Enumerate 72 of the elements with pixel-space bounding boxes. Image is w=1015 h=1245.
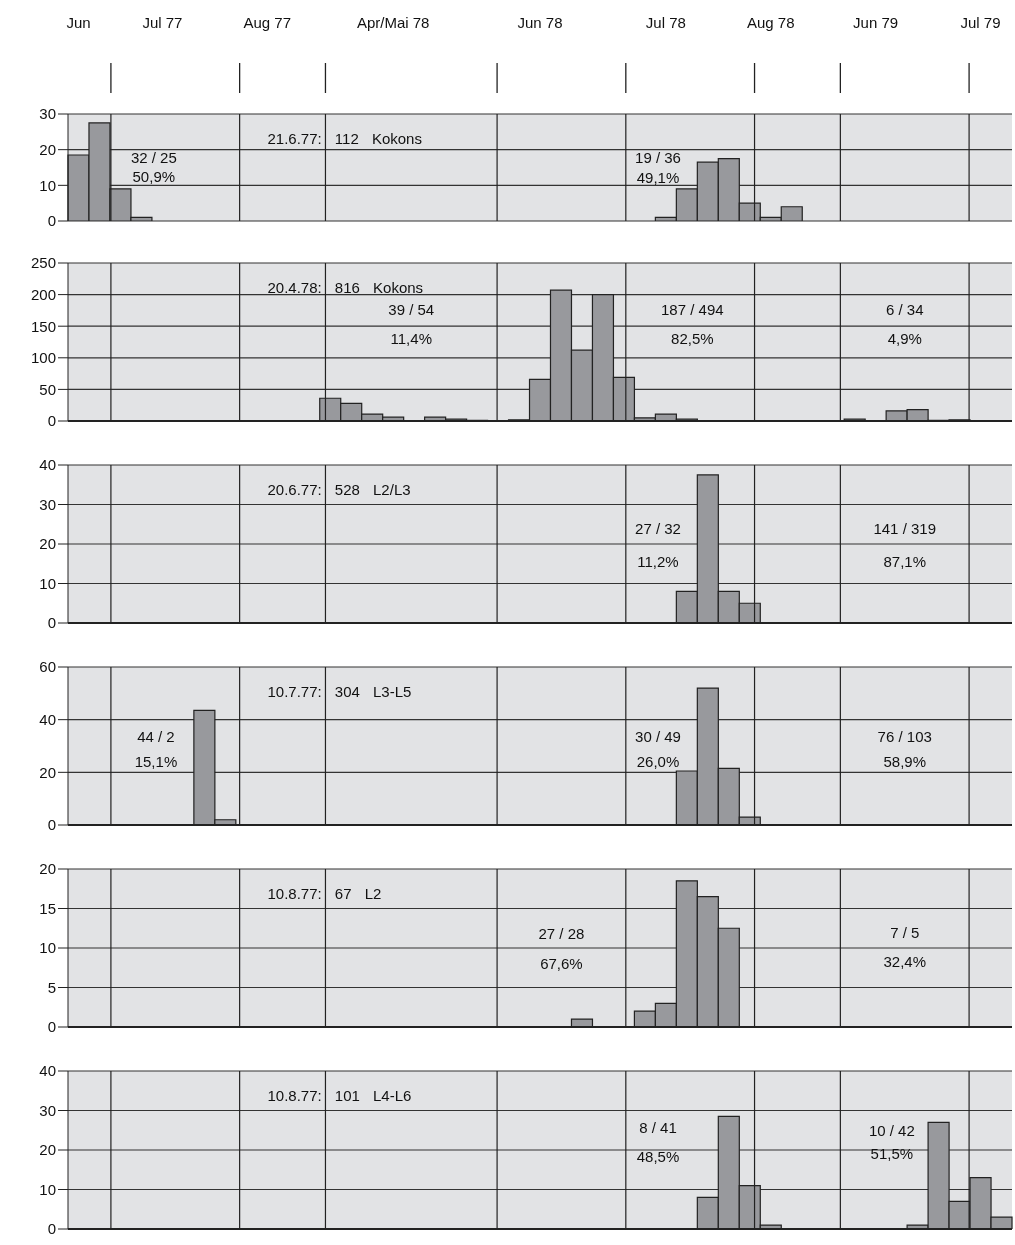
y-tick-label: 100 [30, 349, 56, 367]
annotation: 11,2% [637, 552, 679, 570]
y-tick-label: 30 [39, 1101, 56, 1119]
annotation: 19 / 36 [635, 149, 681, 167]
annotation: 49,1% [636, 168, 680, 186]
y-tick-label: 0 [47, 212, 56, 230]
x-tick-label: Aug 78 [746, 13, 795, 31]
x-tick-label: Aug 77 [243, 13, 292, 31]
text: 10.7.77: 304 L3-L5 [267, 682, 412, 700]
annotation: 27 / 32 [635, 520, 681, 538]
annotation: 7 / 5 [890, 923, 920, 941]
y-tick-label: 200 [30, 285, 56, 303]
x-tick-label: Jul 77 [142, 13, 183, 31]
annotation: 30 / 49 [635, 728, 681, 746]
annotation: 44 / 2 [137, 728, 175, 746]
annotation: 82,5% [671, 330, 714, 348]
y-tick-label: 50 [39, 380, 56, 398]
y-tick-label: 60 [39, 658, 56, 676]
y-tick-label: 150 [30, 317, 56, 335]
y-tick-label: 15 [39, 899, 56, 917]
y-tick-label: 10 [39, 176, 56, 194]
annotation: 87,1% [883, 552, 926, 570]
annotation: 51,5% [870, 1145, 914, 1163]
y-tick-label: 20 [39, 763, 56, 781]
annotation: 58,9% [883, 753, 926, 771]
annotation: 6 / 34 [885, 301, 924, 319]
y-tick-label: 0 [47, 1220, 56, 1238]
y-tick-label: 10 [39, 574, 56, 592]
annotation: 27 / 28 [538, 925, 585, 943]
y-tick-label: 40 [39, 710, 56, 728]
x-tick-label: Apr/Mai 78 [356, 13, 430, 31]
annotation: 141 / 319 [873, 520, 937, 538]
annotation: 4,9% [887, 330, 922, 348]
text: 10.8.77: 101 L4-L6 [267, 1086, 412, 1104]
y-tick-label: 10 [39, 1180, 56, 1198]
annotation: 187 / 494 [661, 301, 724, 319]
y-tick-label: 0 [47, 816, 56, 834]
x-tick-label: Jun 79 [853, 13, 899, 31]
y-tick-label: 0 [47, 1018, 56, 1036]
y-tick-label: 20 [39, 140, 56, 158]
annotation: 32,4% [883, 952, 926, 970]
y-tick-label: 0 [47, 412, 56, 430]
y-tick-label: 20 [39, 860, 56, 878]
y-tick-label: 10 [39, 939, 56, 957]
y-tick-label: 20 [39, 535, 56, 553]
annotation: 11,4% [390, 330, 432, 348]
annotation: 32 / 25 [130, 149, 177, 167]
x-tick-label: Jun [66, 13, 91, 31]
x-tick-label: Jul 79 [960, 13, 1001, 31]
y-tick-label: 5 [47, 978, 56, 996]
y-tick-label: 40 [39, 456, 56, 474]
annotation: 50,9% [132, 168, 176, 186]
y-tick-label: 250 [30, 254, 56, 272]
text: 20.4.78: 816 Kokons [267, 278, 424, 296]
annotation: 48,5% [636, 1147, 680, 1165]
text: 20.6.77: 528 L2/L3 [267, 480, 411, 498]
y-tick-label: 40 [39, 1062, 56, 1080]
x-tick-label: Jul 78 [645, 13, 686, 31]
annotation: 8 / 41 [639, 1118, 677, 1136]
text: 10.8.77: 67 L2 [267, 884, 382, 902]
text: 21.6.77: 112 Kokons [267, 129, 422, 147]
y-tick-label: 30 [39, 495, 56, 513]
annotation: 15,1% [134, 753, 178, 771]
annotation: 39 / 54 [388, 301, 435, 319]
annotation: 67,6% [540, 955, 583, 973]
y-tick-label: 0 [47, 614, 56, 632]
y-tick-label: 20 [39, 1141, 56, 1159]
annotation: 26,0% [636, 753, 680, 771]
annotation: 76 / 103 [877, 728, 932, 746]
annotation: 10 / 42 [868, 1121, 915, 1139]
y-tick-label: 30 [39, 105, 56, 123]
x-tick-label: Jun 78 [517, 13, 563, 31]
